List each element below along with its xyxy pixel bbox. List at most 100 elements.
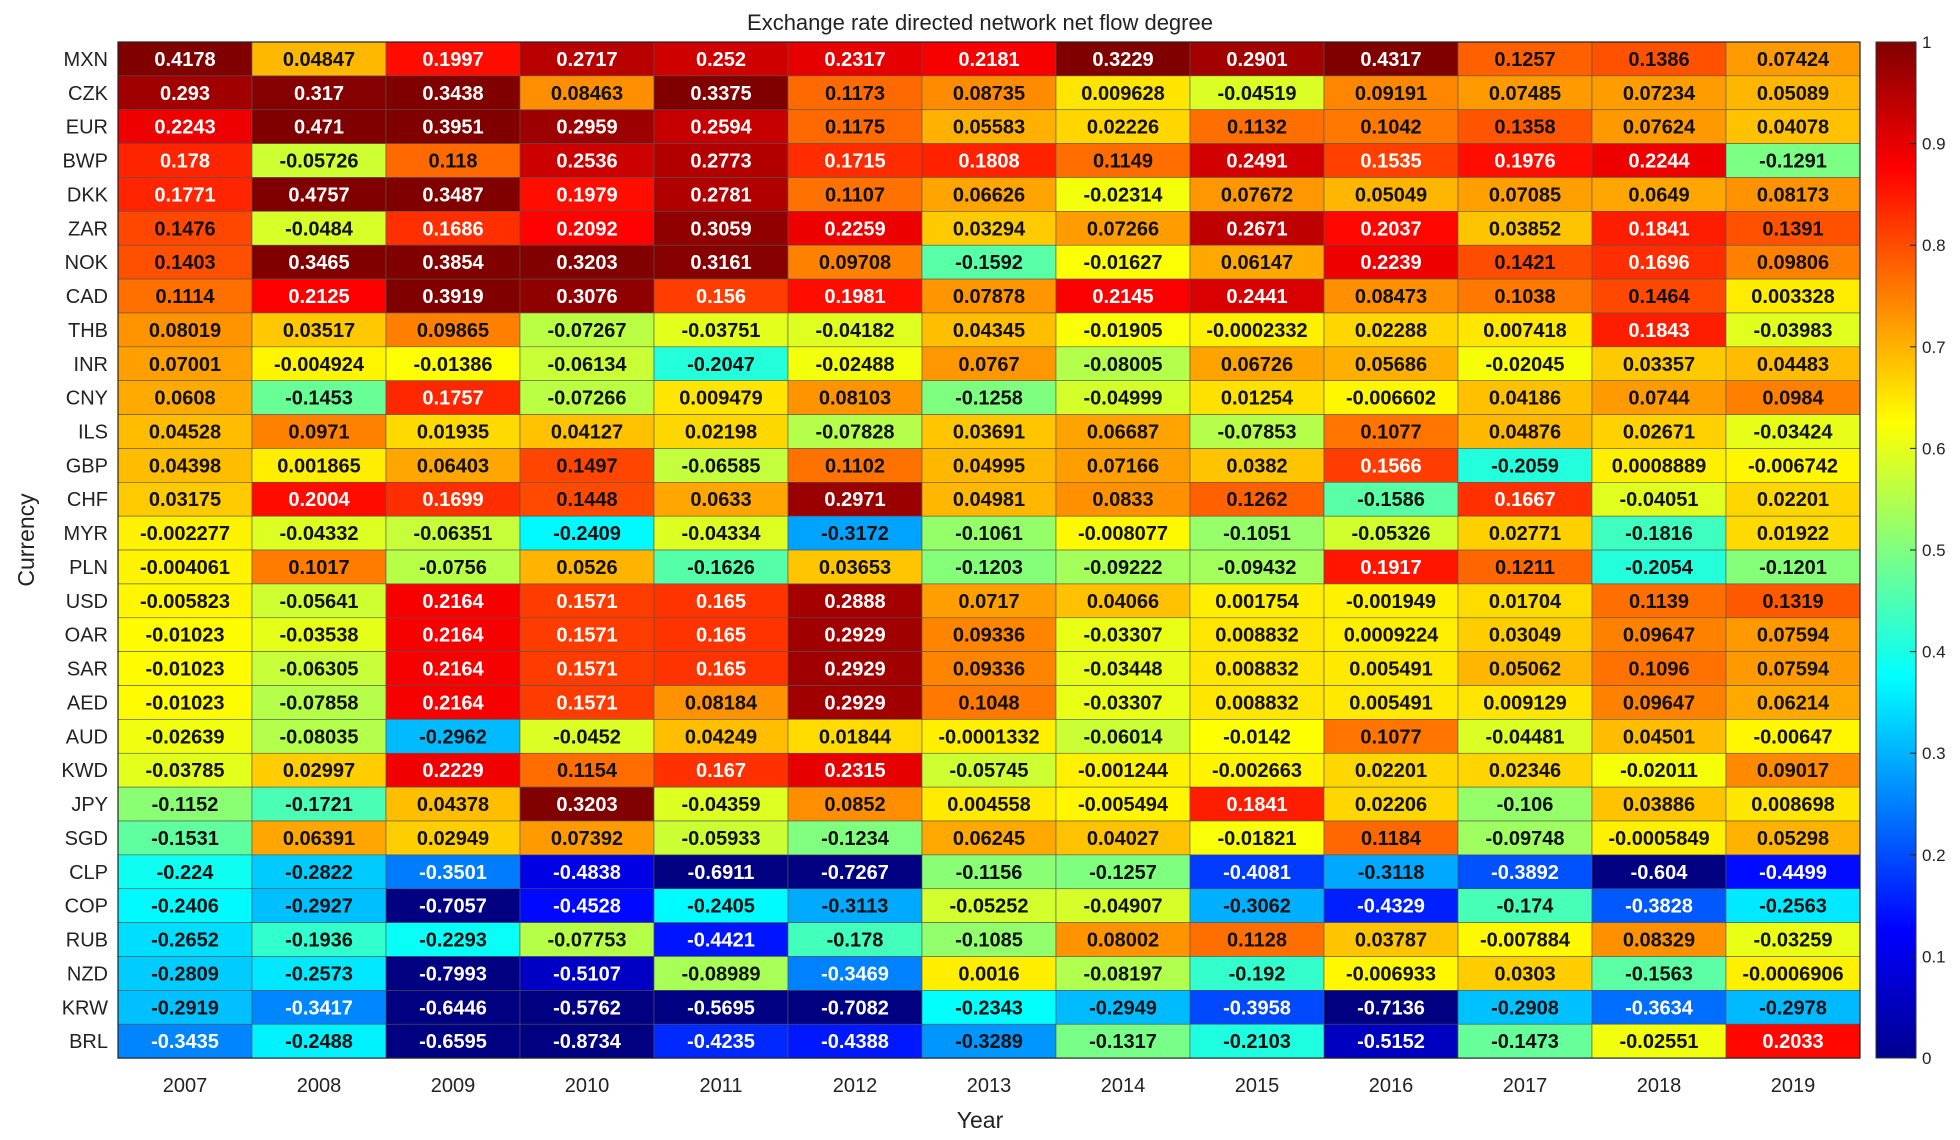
cell-INR-2014 — [1055, 346, 1191, 381]
cell-BRL-2007 — [117, 1023, 253, 1059]
cell-GBP-2017 — [1457, 448, 1593, 483]
x-tick-2017: 2017 — [1503, 1075, 1548, 1097]
cell-NZD-2016 — [1323, 956, 1459, 991]
x-tick-2015: 2015 — [1235, 1075, 1280, 1097]
cell-label-THB-2007: 0.08019 — [149, 320, 221, 342]
cell-label-CLP-2011: -0.6911 — [688, 862, 755, 884]
cell-label-JPY-2009: 0.04378 — [417, 794, 489, 816]
x-tick-2018: 2018 — [1637, 1075, 1682, 1097]
cell-label-KWD-2009: 0.2229 — [422, 760, 483, 782]
cell-RUB-2014 — [1055, 922, 1191, 957]
cell-label-SGD-2013: 0.06245 — [953, 828, 1025, 850]
cell-label-THB-2015: -0.0002332 — [1206, 320, 1307, 342]
cell-label-CLP-2016: -0.3118 — [1358, 862, 1425, 884]
cell-label-KRW-2015: -0.3958 — [1223, 997, 1291, 1019]
cell-DKK-2013 — [921, 177, 1057, 212]
cell-AUD-2012 — [787, 719, 923, 754]
cell-label-AUD-2014: -0.06014 — [1084, 726, 1164, 748]
cell-label-COP-2012: -0.3113 — [822, 896, 889, 918]
cell-label-CAD-2011: 0.156 — [696, 286, 746, 308]
cell-NOK-2015 — [1189, 244, 1325, 280]
cell-label-USD-2018: 0.1139 — [1629, 591, 1689, 613]
x-tick-2013: 2013 — [967, 1075, 1012, 1097]
cell-label-SGD-2007: -0.1531 — [151, 828, 219, 850]
cell-label-KWD-2013: -0.05745 — [950, 760, 1029, 782]
cell-label-KWD-2015: -0.002663 — [1212, 760, 1302, 782]
y-tick-INR: INR — [74, 354, 108, 376]
cell-label-COP-2009: -0.7057 — [419, 896, 487, 918]
cell-NOK-2016 — [1323, 244, 1459, 280]
cell-CAD-2017 — [1457, 278, 1593, 314]
cell-label-KWD-2012: 0.2315 — [824, 760, 885, 782]
cell-CZK-2011 — [653, 75, 789, 111]
cell-THB-2013 — [921, 312, 1057, 348]
cell-EUR-2007 — [117, 109, 253, 144]
cell-label-AUD-2018: 0.04501 — [1623, 726, 1695, 748]
cell-NZD-2010 — [519, 956, 655, 991]
cell-ZAR-2009 — [385, 211, 521, 246]
cell-label-PLN-2014: -0.09222 — [1084, 557, 1163, 579]
cell-label-THB-2018: 0.1843 — [1628, 320, 1689, 342]
cell-DKK-2018 — [1591, 177, 1727, 212]
y-tick-PLN: PLN — [69, 557, 108, 579]
cell-label-OAR-2017: 0.03049 — [1489, 625, 1561, 647]
cell-CLP-2014 — [1055, 854, 1191, 890]
cell-SAR-2009 — [385, 651, 521, 686]
cell-GBP-2013 — [921, 448, 1057, 483]
cell-label-INR-2015: 0.06726 — [1221, 354, 1293, 376]
cell-label-GBP-2017: -0.2059 — [1491, 455, 1559, 477]
cell-label-CNY-2010: -0.07266 — [548, 388, 627, 410]
colorbar-tick-0.4: 0.4 — [1922, 643, 1946, 662]
cell-label-KRW-2011: -0.5695 — [687, 997, 755, 1019]
colorbar-tick-0.1: 0.1 — [1922, 947, 1946, 966]
cell-KWD-2008 — [251, 752, 387, 788]
cell-label-BRL-2009: -0.6595 — [419, 1031, 487, 1053]
cell-INR-2015 — [1189, 346, 1325, 381]
cell-label-AED-2013: 0.1048 — [958, 692, 1019, 714]
x-tick-2014: 2014 — [1101, 1075, 1146, 1097]
cell-BWP-2017 — [1457, 143, 1593, 178]
cell-label-ILS-2011: 0.02198 — [685, 422, 757, 444]
cell-MXN-2010 — [519, 41, 655, 77]
cell-NZD-2007 — [117, 956, 253, 991]
cell-label-CLP-2008: -0.2822 — [285, 862, 353, 884]
cell-label-OAR-2016: 0.0009224 — [1344, 625, 1439, 647]
cell-label-EUR-2015: 0.1132 — [1227, 117, 1287, 139]
cell-CHF-2014 — [1055, 482, 1191, 517]
cell-label-SAR-2017: 0.05062 — [1489, 659, 1561, 681]
cell-EUR-2009 — [385, 109, 521, 144]
cell-label-ILS-2014: 0.06687 — [1087, 422, 1159, 444]
cell-label-BWP-2018: 0.2244 — [1628, 151, 1690, 173]
cell-label-CHF-2016: -0.1586 — [1357, 489, 1425, 511]
colorbar-tick-0.3: 0.3 — [1922, 744, 1946, 763]
cell-label-ZAR-2014: 0.07266 — [1087, 218, 1159, 240]
cell-label-SGD-2010: 0.07392 — [551, 828, 623, 850]
cell-label-CZK-2012: 0.1173 — [825, 83, 885, 105]
cell-label-JPY-2011: -0.04359 — [682, 794, 761, 816]
heatmap-cells: 0.4178 0.04847 0.1997 0.2717 0.252 0.2317 0.21… — [117, 41, 1861, 1059]
cell-label-OAR-2015: 0.008832 — [1215, 625, 1298, 647]
cell-label-SAR-2007: -0.01023 — [146, 659, 225, 681]
cell-EUR-2018 — [1591, 109, 1727, 144]
cell-label-COP-2017: -0.174 — [1497, 896, 1555, 918]
cell-label-MYR-2010: -0.2409 — [553, 523, 621, 545]
y-tick-CZK: CZK — [68, 83, 109, 105]
cell-label-GBP-2018: 0.0008889 — [1612, 455, 1707, 477]
cell-label-DKK-2007: 0.1771 — [154, 184, 215, 206]
cell-label-JPY-2014: -0.005494 — [1078, 794, 1169, 816]
cell-AUD-2011 — [653, 719, 789, 754]
cell-label-PLN-2009: -0.0756 — [419, 557, 487, 579]
cell-label-ZAR-2009: 0.1686 — [422, 218, 483, 240]
cell-label-NZD-2007: -0.2809 — [151, 963, 219, 985]
cell-KWD-2015 — [1189, 752, 1325, 788]
cell-label-SAR-2009: 0.2164 — [422, 659, 484, 681]
cell-AED-2017 — [1457, 685, 1593, 720]
cell-label-MYR-2014: -0.008077 — [1078, 523, 1168, 545]
cell-label-BRL-2008: -0.2488 — [285, 1031, 353, 1053]
cell-THB-2008 — [251, 312, 387, 348]
cell-label-ZAR-2015: 0.2671 — [1226, 218, 1287, 240]
cell-label-SAR-2015: 0.008832 — [1215, 659, 1298, 681]
cell-DKK-2009 — [385, 177, 521, 212]
cell-label-CHF-2009: 0.1699 — [422, 489, 483, 511]
cell-CZK-2014 — [1055, 75, 1191, 111]
